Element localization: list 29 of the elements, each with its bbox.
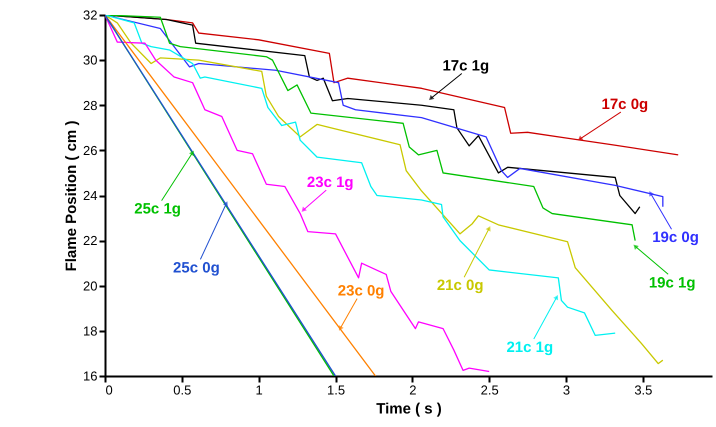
- x-tick-label: 2.5: [480, 382, 499, 398]
- annotation: 25c 0g: [173, 259, 220, 276]
- x-tick-label: 0.5: [173, 382, 192, 398]
- y-tick-label: 16: [83, 368, 98, 384]
- annotation: 21c 1g: [506, 339, 554, 356]
- annotation: 19c 1g: [648, 274, 696, 292]
- annotation: 17c 1g: [442, 57, 490, 74]
- annotation: 19c 0g: [652, 229, 699, 246]
- annotation: 25c 1g: [134, 200, 181, 218]
- annotation: 17c 0g: [601, 96, 648, 114]
- y-axis-title: Flame Position ( cm ): [63, 120, 80, 272]
- annotation: 21c 0g: [436, 277, 484, 294]
- y-tick-label: 22: [83, 233, 98, 248]
- annotation: 23c 1g: [306, 174, 354, 192]
- y-tick-label: 28: [83, 98, 98, 113]
- y-tick-label: 18: [83, 323, 98, 338]
- x-tick-label: 1: [256, 382, 263, 398]
- y-tick-label: 32: [83, 8, 98, 22]
- y-tick-label: 26: [83, 142, 98, 158]
- x-tick-label: 3: [562, 382, 570, 398]
- annotation: 23c 0g: [338, 282, 384, 300]
- y-tick-label: 24: [83, 188, 98, 203]
- x-tick-label: 1.5: [326, 382, 346, 398]
- x-tick-label: 3.5: [634, 382, 652, 398]
- y-tick-label: 20: [83, 278, 98, 294]
- x-axis-title: Time ( s ): [376, 400, 442, 418]
- y-tick-label: 30: [83, 52, 98, 68]
- x-tick-label: 0: [106, 382, 113, 398]
- x-tick-label: 2: [409, 382, 416, 398]
